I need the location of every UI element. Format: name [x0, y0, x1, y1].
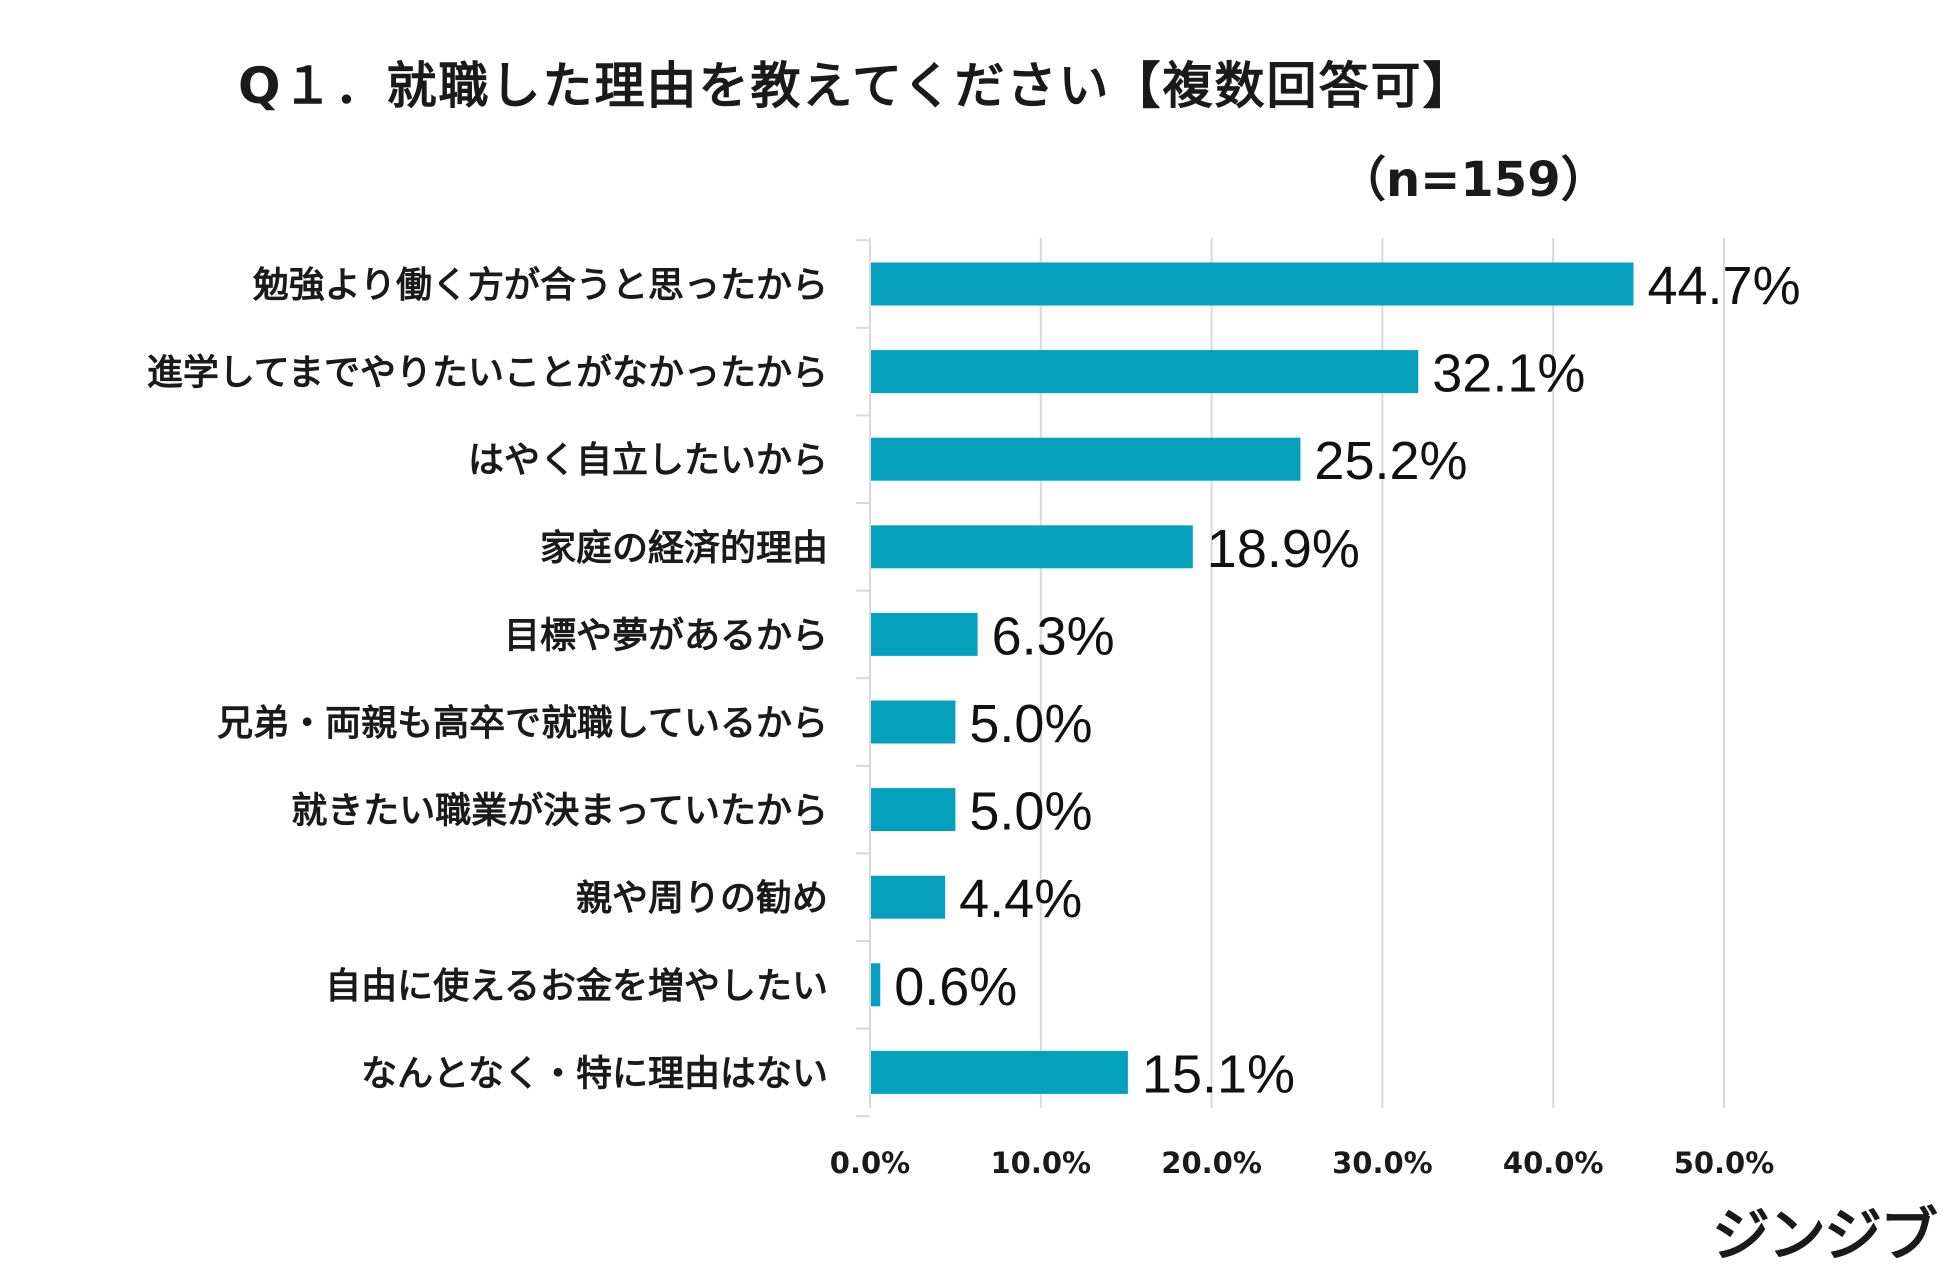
data-label: 15.1%: [1142, 1044, 1295, 1104]
x-tick-label: 0.0%: [830, 1146, 910, 1180]
sample-size-label: （n=159）: [1338, 152, 1609, 208]
category-label: 家庭の経済的理由: [540, 528, 828, 569]
x-tick-label: 50.0%: [1674, 1146, 1775, 1180]
category-label: 兄弟・両親も高卒で就職しているから: [217, 703, 828, 744]
category-label: 勉強より働く方が合うと思ったから: [253, 265, 828, 306]
data-label: 44.7%: [1647, 256, 1800, 316]
category-label: なんとなく・特に理由はない: [361, 1053, 828, 1094]
bar: [870, 875, 946, 919]
bar: [870, 262, 1634, 306]
data-label: 25.2%: [1314, 431, 1467, 491]
category-labels: 勉強より働く方が合うと思ったから進学してまでやりたいことがなかったからはやく自立…: [147, 265, 828, 1094]
bar-series: [870, 262, 1634, 1094]
data-label: 5.0%: [969, 782, 1092, 842]
category-label: はやく自立したいから: [468, 440, 828, 481]
x-tick-label: 20.0%: [1161, 1146, 1262, 1180]
category-label: 自由に使えるお金を増やしたい: [325, 965, 828, 1007]
bar: [870, 525, 1193, 569]
category-label: 進学してまでやりたいことがなかったから: [147, 352, 828, 394]
data-label: 4.4%: [959, 869, 1082, 929]
bar: [870, 437, 1301, 481]
category-label: 就きたい職業が決まっていたから: [291, 791, 828, 832]
x-tick-label: 40.0%: [1503, 1146, 1604, 1180]
bar: [870, 1050, 1128, 1094]
data-label: 6.3%: [992, 606, 1115, 666]
bar: [870, 612, 978, 656]
value-labels: 44.7% 32.1% 25.2% 18.9% 6.3% 5.0% 5.0% 4.4% 0.6%…: [894, 256, 1800, 1104]
category-label: 目標や夢があるから: [504, 615, 828, 656]
bar: [870, 350, 1419, 394]
bar: [870, 788, 956, 832]
bar: [870, 963, 881, 1007]
chart-title: Q１．就職した理由を教えてください【複数回答可】: [238, 57, 1475, 115]
data-label: 5.0%: [969, 694, 1092, 754]
data-label: 0.6%: [894, 957, 1017, 1017]
x-tick-label: 30.0%: [1332, 1146, 1433, 1180]
bar: [870, 700, 956, 744]
data-label: 32.1%: [1432, 344, 1585, 404]
category-label: 親や周りの勧め: [576, 878, 828, 919]
data-label: 18.9%: [1207, 519, 1360, 579]
x-axis: 0.0% 10.0% 20.0% 30.0% 40.0% 50.0%: [830, 238, 1775, 1180]
brand-logo: ジンジブ: [1712, 1201, 1938, 1269]
x-tick-label: 10.0%: [990, 1146, 1091, 1180]
